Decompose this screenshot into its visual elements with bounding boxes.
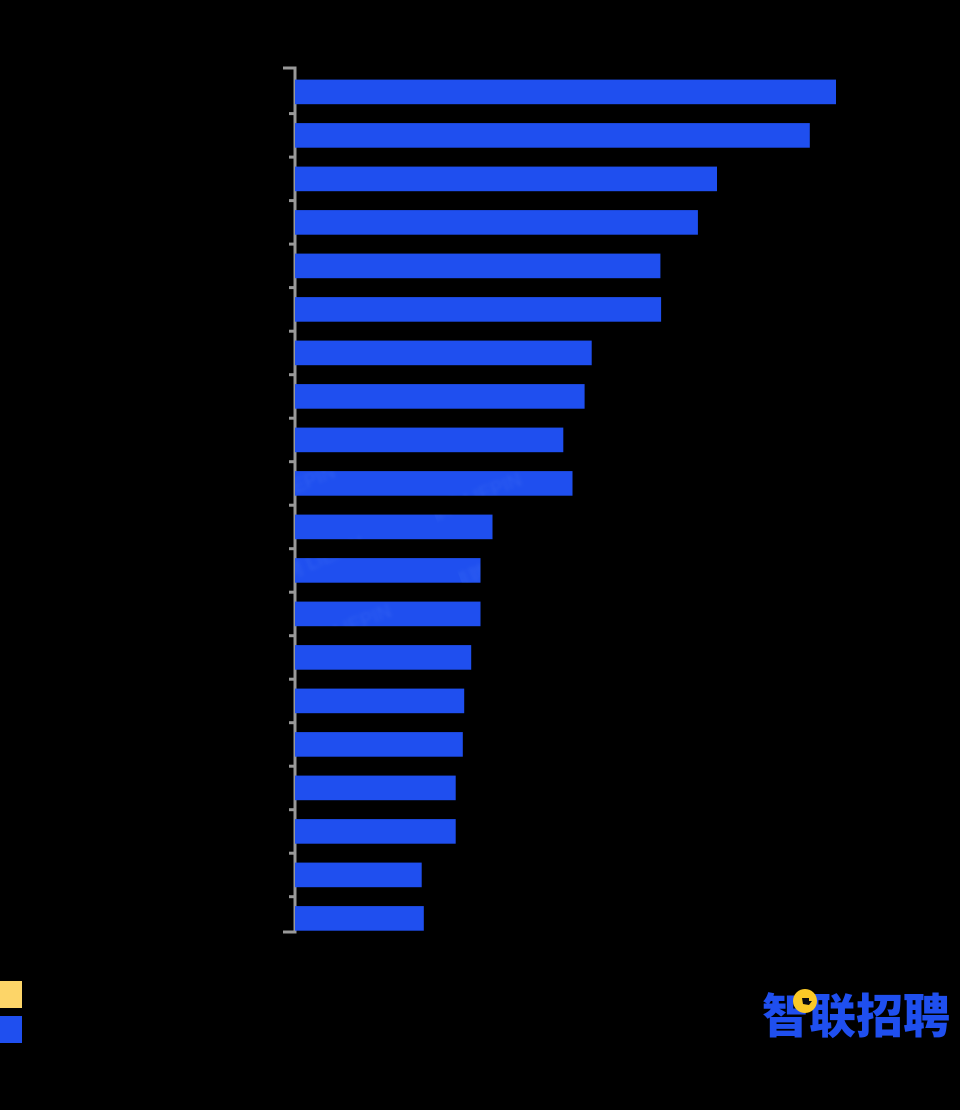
svg-text:智联招聘: 智联招聘 <box>762 978 950 1047</box>
